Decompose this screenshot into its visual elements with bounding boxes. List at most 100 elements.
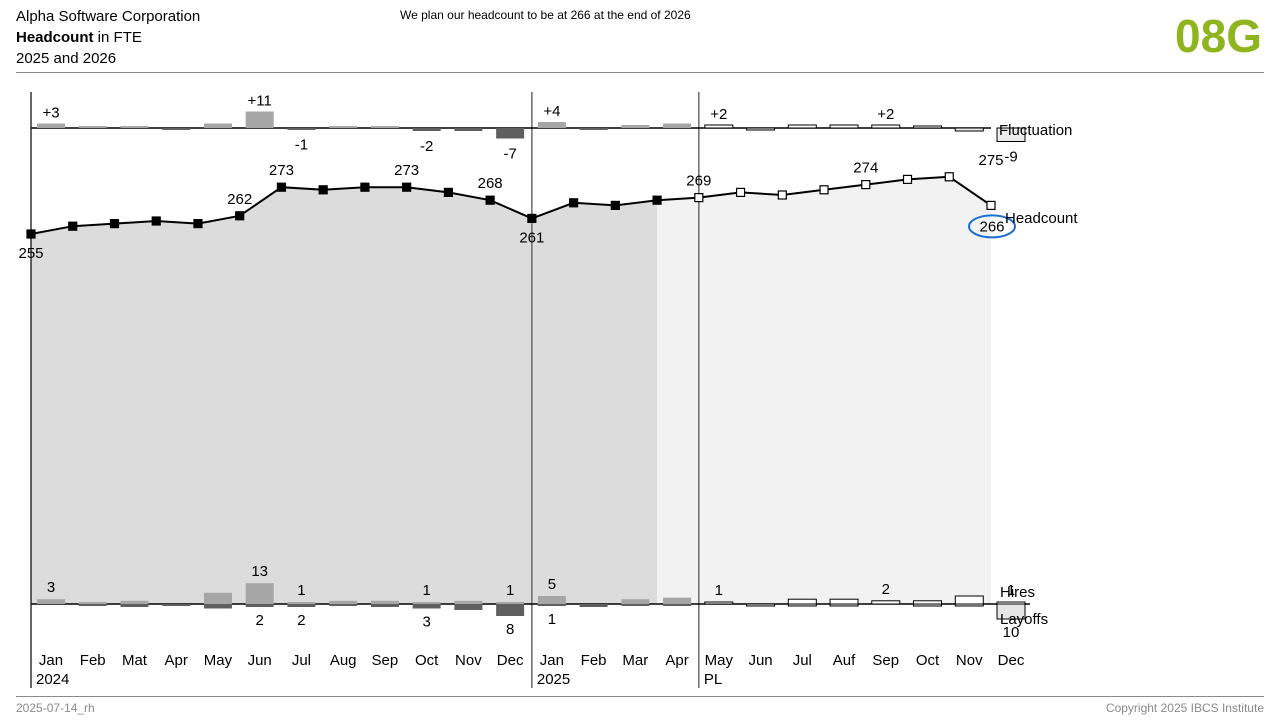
fluctuation-label: +2 <box>877 106 894 123</box>
headcount-marker <box>735 187 746 197</box>
x-tick-label: Apr <box>665 652 688 669</box>
layoffs-bar <box>496 604 525 616</box>
hires-bar <box>287 602 316 604</box>
hires-label: 1 <box>506 582 514 599</box>
fluctuation-bar <box>245 111 274 128</box>
measure-title: Headcount in FTE <box>16 27 142 48</box>
headcount-marker <box>610 200 620 210</box>
layoffs-bar <box>120 604 149 607</box>
fluctuation-bar <box>287 128 316 130</box>
layoffs-bar <box>203 604 232 609</box>
headcount-marker <box>235 211 245 221</box>
fluctuation-label: -9 <box>1004 149 1017 166</box>
fluctuation-bar <box>120 126 149 128</box>
hires-bar <box>329 600 358 604</box>
fluctuation-label: +3 <box>42 105 59 122</box>
hires-bar <box>496 602 525 604</box>
fluctuation-bar <box>829 124 859 129</box>
x-tick-label: Feb <box>581 652 607 669</box>
hires-label: 5 <box>548 576 556 593</box>
layoffs-bar <box>954 603 984 607</box>
headcount-label: 274 <box>853 160 878 177</box>
fluctuation-bar <box>203 123 232 128</box>
x-tick-label: Jul <box>292 652 311 669</box>
headcount-marker <box>26 229 36 239</box>
x-tick-label: Oct <box>916 652 940 669</box>
layoffs-bar <box>829 603 859 607</box>
x-tick-label: Sep <box>372 652 399 669</box>
headcount-marker <box>652 195 662 205</box>
headcount-label: 268 <box>478 175 503 192</box>
fluctuation-bar <box>78 126 107 128</box>
headcount-marker <box>193 219 203 229</box>
footer-copyright: Copyright 2025 IBCS Institute <box>1105 701 1264 715</box>
x-tick-label: Jul <box>793 652 812 669</box>
headcount-label: 275 <box>978 152 1003 169</box>
headcount-marker <box>402 182 412 192</box>
x-year-label: 2024 <box>36 671 69 688</box>
fluctuation-label: -2 <box>420 138 433 155</box>
layoffs-label: 10 <box>1003 624 1020 641</box>
layoffs-bar <box>537 604 566 606</box>
x-tick-label: May <box>204 652 233 669</box>
headcount-marker <box>944 172 954 182</box>
headcount-marker <box>777 190 787 200</box>
layoffs-bar <box>621 604 650 606</box>
x-tick-label: Jun <box>248 652 272 669</box>
hires-bar <box>37 599 65 604</box>
x-tick-label: Auf <box>833 652 856 669</box>
page-id: 08G <box>1175 10 1262 62</box>
hires-bar <box>412 602 441 604</box>
layoffs-bar <box>329 604 358 606</box>
layoffs-bar <box>787 603 817 607</box>
headcount-marker <box>151 216 161 226</box>
fluctuation-label: +11 <box>248 93 272 110</box>
headcount-marker <box>318 185 328 195</box>
hires-label: 1 <box>715 582 723 599</box>
fluctuation-bar <box>996 127 1026 142</box>
hires-bar <box>954 595 984 605</box>
x-tick-label: Sep <box>872 652 899 669</box>
headcount-marker <box>276 182 287 192</box>
fluctuation-bar <box>537 122 566 128</box>
headcount-line <box>30 175 992 235</box>
fluctuation-bar <box>162 128 191 130</box>
x-year-label: 2025 <box>537 671 570 688</box>
x-tick-label: Nov <box>956 652 983 669</box>
company-name: Alpha Software Corporation <box>16 8 201 25</box>
fluctuation-bar <box>913 125 943 129</box>
fluctuation-label: +4 <box>543 103 560 120</box>
highlight-ring <box>968 214 1016 239</box>
headcount-area-plan <box>657 176 991 605</box>
hires-bar <box>203 592 232 604</box>
x-tick-label: Jun <box>748 652 772 669</box>
layoffs-bar <box>746 603 776 607</box>
period-title: 2025 and 2026 <box>16 50 117 67</box>
fluctuation-bar <box>787 124 817 129</box>
headcount-marker <box>360 182 370 192</box>
fluctuation-bar <box>412 128 441 131</box>
layoffs-label: 2 <box>256 612 264 629</box>
footer-rule <box>16 696 1264 697</box>
x-tick-label: Dec <box>497 652 524 669</box>
hires-label: 3 <box>47 579 55 596</box>
hires-bar <box>871 600 901 605</box>
headcount-marker <box>986 200 996 210</box>
fluctuation-bar <box>37 123 65 128</box>
headcount-marker <box>694 193 704 203</box>
fluctuation-bar <box>496 128 525 139</box>
headcount-marker <box>443 187 453 197</box>
fluctuation-label: -1 <box>295 137 308 154</box>
headcount-final-label: 266 <box>979 218 1004 235</box>
footer-date: 2025-07-14_rh <box>16 701 95 715</box>
series-name-headcount: Headcount <box>1005 210 1078 227</box>
hires-bar <box>704 601 734 605</box>
layoffs-label: 1 <box>548 611 556 628</box>
fluctuation-bar <box>954 127 984 132</box>
x-tick-label: May <box>705 652 734 669</box>
x-tick-label: Jan <box>39 652 63 669</box>
hires-bar <box>829 598 859 605</box>
series-name-fluctuation: Fluctuation <box>999 122 1072 139</box>
hires-label: 1 <box>422 582 430 599</box>
